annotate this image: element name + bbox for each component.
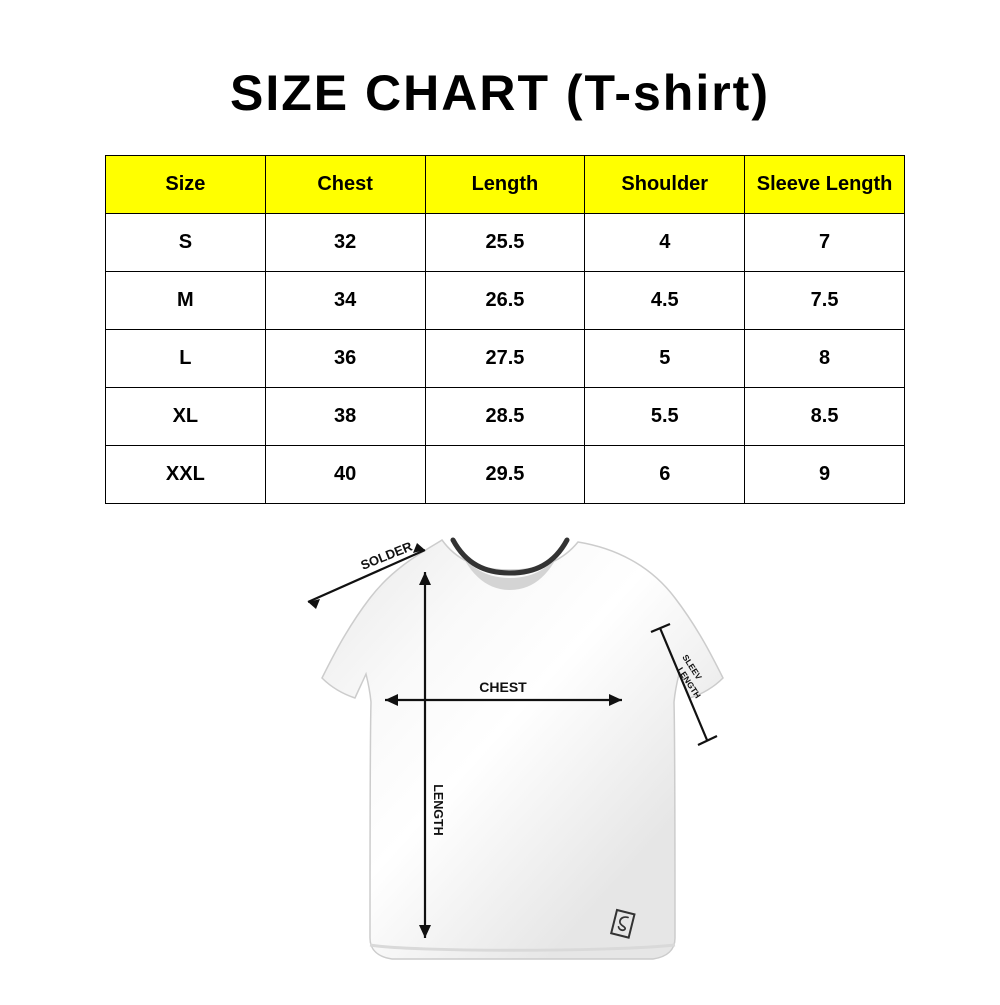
svg-text:LENGTH: LENGTH (431, 784, 445, 835)
svg-text:CHEST: CHEST (479, 679, 527, 695)
